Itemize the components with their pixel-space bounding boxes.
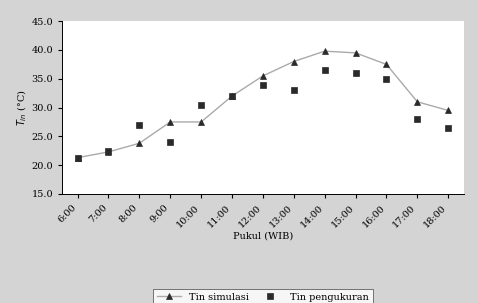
Tin pengukuran bbox=[353, 71, 358, 75]
Tin pengukuran bbox=[260, 83, 266, 86]
Tin simulasi bbox=[137, 142, 142, 145]
Tin pengukuran bbox=[167, 140, 173, 144]
Tin simulasi bbox=[229, 94, 235, 98]
Legend: Tin simulasi, Tin pengukuran: Tin simulasi, Tin pengukuran bbox=[153, 288, 373, 303]
Tin pengukuran bbox=[291, 88, 297, 92]
Tin simulasi bbox=[260, 74, 266, 78]
Tin pengukuran bbox=[137, 123, 142, 127]
Tin simulasi bbox=[167, 120, 173, 124]
Tin simulasi bbox=[75, 156, 80, 159]
Line: Tin simulasi: Tin simulasi bbox=[75, 48, 451, 160]
Tin simulasi bbox=[198, 120, 204, 124]
Tin pengukuran bbox=[445, 126, 451, 130]
Tin simulasi bbox=[383, 62, 389, 66]
Line: Tin pengukuran: Tin pengukuran bbox=[75, 67, 451, 161]
Tin pengukuran bbox=[383, 77, 389, 81]
Tin simulasi bbox=[291, 60, 297, 63]
Tin pengukuran bbox=[414, 117, 420, 121]
Tin simulasi bbox=[353, 51, 358, 55]
Tin simulasi bbox=[106, 150, 111, 154]
Tin pengukuran bbox=[106, 149, 111, 153]
Tin simulasi bbox=[414, 100, 420, 104]
Tin simulasi bbox=[322, 49, 327, 53]
Y-axis label: $T_{in}$ (°C): $T_{in}$ (°C) bbox=[15, 89, 29, 126]
Tin pengukuran bbox=[75, 156, 80, 160]
Tin pengukuran bbox=[198, 103, 204, 106]
Tin pengukuran bbox=[229, 94, 235, 98]
X-axis label: Pukul (WIB): Pukul (WIB) bbox=[233, 232, 293, 241]
Tin pengukuran bbox=[322, 68, 327, 72]
Tin simulasi bbox=[445, 108, 451, 112]
